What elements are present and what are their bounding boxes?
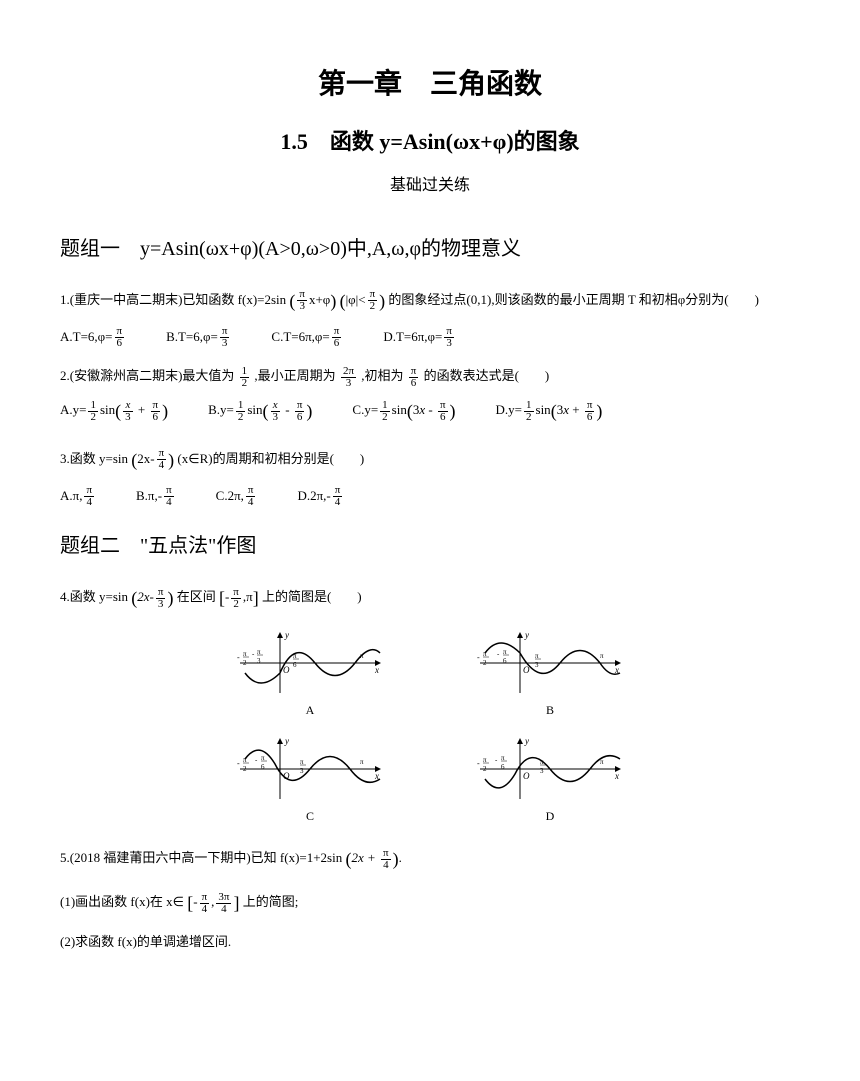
graph-B: y x O -π2 -π6 π3 π B	[475, 628, 625, 722]
q3-optB: B.π,-π4	[136, 484, 176, 509]
group2-title: 题组二 "五点法"作图	[60, 528, 800, 564]
svg-text:x: x	[374, 665, 379, 675]
q2-optB: B.y=12sin(x3 - π6)	[208, 395, 312, 427]
q1-text-mid: 的图象经过点(0,1),则该函数的最小正周期 T 和初相φ分别为( )	[388, 292, 759, 307]
svg-text:-: -	[252, 650, 255, 658]
q1-frac-omega: π3	[297, 289, 307, 312]
q2-options: A.y=12sin(x3 + π6) B.y=12sin(x3 - π6) C.…	[60, 395, 800, 427]
graph-C: y x O -π2 -π6 π3 π C	[235, 734, 385, 828]
group1-title: 题组一 y=Asin(ωx+φ)(A>0,ω>0)中,A,ω,φ的物理意义	[60, 231, 800, 267]
svg-text:3: 3	[300, 767, 304, 775]
q2-optC: C.y=12sin(3x - π6)	[352, 395, 455, 427]
svg-text:-: -	[495, 756, 498, 764]
question-4: 4.函数 y=sin (2x-π3) 在区间 [-π2,π] 上的简图是( )	[60, 580, 800, 616]
q1-optD: D.T=6π,φ=π3	[383, 325, 456, 350]
svg-text:-: -	[255, 756, 258, 764]
graph-C-label: C	[235, 806, 385, 828]
graph-A-label: A	[235, 700, 385, 722]
q2-optD: D.y=12sin(3x + π6)	[496, 395, 603, 427]
section-title: 1.5 函数 y=Asin(ωx+φ)的图象	[60, 122, 800, 162]
graphs-row-2: y x O -π2 -π6 π3 π C y x O -π2 -π6 π3 π …	[60, 734, 800, 828]
graph-A: y x O -π2 -π3 π6 π A	[235, 628, 385, 722]
svg-text:π: π	[600, 652, 604, 660]
svg-text:6: 6	[503, 657, 507, 665]
q3-optC: C.2π,π4	[216, 484, 258, 509]
q5-sub1: (1)画出函数 f(x)在 x∈ [-π4,3π4] 上的简图;	[60, 887, 800, 919]
q1-options: A.T=6,φ=π6 B.T=6,φ=π3 C.T=6π,φ=π6 D.T=6π…	[60, 325, 800, 350]
practice-title: 基础过关练	[60, 172, 800, 201]
svg-text:6: 6	[293, 661, 297, 669]
svg-text:3: 3	[540, 767, 544, 775]
svg-text:-: -	[477, 759, 480, 768]
q2-period: 2π3	[341, 366, 356, 389]
svg-text:-: -	[497, 650, 500, 658]
svg-text:y: y	[284, 736, 289, 746]
svg-text:6: 6	[501, 763, 505, 771]
svg-text:2: 2	[483, 659, 487, 667]
q1-text-pre: 1.(重庆一中高二期末)已知函数 f(x)=2sin	[60, 292, 286, 307]
lparen2: (	[340, 291, 346, 311]
graphs-row-1: y x O -π2 -π3 π6 π A y x O -π2 -π6 π3 π …	[60, 628, 800, 722]
q3-optA: A.π,π4	[60, 484, 96, 509]
graph-D: y x O -π2 -π6 π3 π D	[475, 734, 625, 828]
q1-optA: A.T=6,φ=π6	[60, 325, 126, 350]
q2-optA: A.y=12sin(x3 + π6)	[60, 395, 168, 427]
svg-text:-: -	[237, 653, 240, 662]
q5-sub2: (2)求函数 f(x)的单调递增区间.	[60, 930, 800, 953]
chapter-title: 第一章 三角函数	[60, 60, 800, 110]
svg-text:O: O	[523, 771, 530, 781]
q1-optB: B.T=6,φ=π3	[166, 325, 231, 350]
q3-options: A.π,π4 B.π,-π4 C.2π,π4 D.2π,-π4	[60, 484, 800, 509]
svg-text:π: π	[360, 652, 364, 660]
svg-text:y: y	[284, 630, 289, 640]
svg-text:π: π	[360, 758, 364, 766]
svg-text:O: O	[283, 665, 290, 675]
q1-frac-bound: π2	[368, 289, 378, 312]
svg-text:2: 2	[243, 765, 247, 773]
rparen2: )	[379, 291, 385, 311]
q2-half: 12	[240, 366, 250, 389]
svg-text:2: 2	[483, 765, 487, 773]
svg-text:3: 3	[535, 661, 539, 669]
question-2: 2.(安徽滁州高二期末)最大值为 12 ,最小正周期为 2π3 ,初相为 π6 …	[60, 363, 800, 389]
svg-text:6: 6	[261, 763, 265, 771]
svg-text:3: 3	[257, 657, 261, 665]
graph-B-label: B	[475, 700, 625, 722]
q1-optC: C.T=6π,φ=π6	[271, 325, 343, 350]
graph-D-label: D	[475, 806, 625, 828]
question-1: 1.(重庆一中高二期末)已知函数 f(x)=2sin (π3x+φ) (|φ|<…	[60, 283, 800, 319]
svg-text:2: 2	[243, 659, 247, 667]
q3-optD: D.2π,-π4	[297, 484, 344, 509]
svg-text:-: -	[477, 653, 480, 662]
svg-text:x: x	[614, 771, 619, 781]
lparen: (	[289, 291, 295, 311]
q2-phase: π6	[409, 366, 419, 389]
svg-text:y: y	[524, 630, 529, 640]
rparen: )	[330, 291, 336, 311]
svg-text:-: -	[237, 759, 240, 768]
svg-text:y: y	[524, 736, 529, 746]
question-5: 5.(2018 福建莆田六中高一下期中)已知 f(x)=1+2sin (2x +…	[60, 841, 800, 877]
question-3: 3.函数 y=sin (2x-π4) (x∈R)的周期和初相分别是( )	[60, 442, 800, 478]
svg-text:π: π	[600, 758, 604, 766]
